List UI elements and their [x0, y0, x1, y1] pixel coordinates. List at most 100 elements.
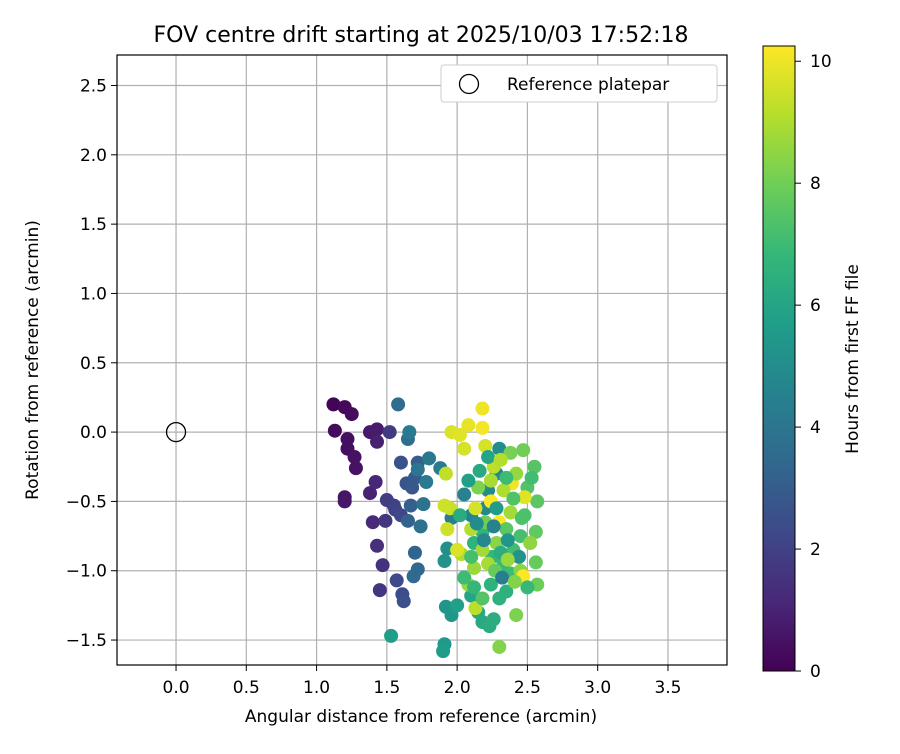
data-point — [513, 529, 528, 544]
y-tick-label: −0.5 — [66, 492, 107, 512]
y-tick-label: −1.0 — [66, 562, 107, 582]
data-point — [372, 583, 387, 598]
plot-area-frame — [116, 54, 728, 666]
data-point — [402, 425, 417, 440]
x-tick-label: 0.0 — [163, 678, 190, 698]
data-point — [493, 452, 508, 467]
data-point — [517, 490, 532, 505]
data-point — [468, 501, 483, 516]
data-point — [403, 498, 418, 513]
data-point — [524, 470, 539, 485]
data-point — [365, 515, 380, 530]
x-tick-label: 3.5 — [654, 678, 681, 698]
data-point — [452, 508, 467, 523]
x-tick-label: 0.5 — [233, 678, 260, 698]
data-point — [347, 450, 362, 465]
x-tick-label: 2.5 — [514, 678, 541, 698]
data-point — [419, 475, 434, 489]
data-point — [406, 569, 421, 584]
data-point — [461, 473, 476, 488]
data-point — [500, 533, 515, 548]
data-point — [384, 628, 399, 643]
data-point — [499, 522, 514, 537]
data-point — [389, 573, 404, 588]
data-point — [400, 513, 415, 528]
chart-title: FOV centre drift starting at 2025/10/03 … — [154, 23, 689, 48]
data-point — [475, 401, 490, 416]
data-point — [500, 552, 515, 567]
data-point — [471, 480, 486, 495]
y-tick-label: 1.0 — [80, 284, 107, 304]
data-point — [440, 522, 455, 537]
colorbar-tick-label: 2 — [810, 540, 821, 560]
data-point — [337, 494, 352, 509]
colorbar-tick-label: 10 — [810, 52, 832, 72]
data-point — [375, 558, 390, 573]
y-tick-label: 0.0 — [80, 423, 107, 443]
data-point — [486, 519, 501, 534]
data-point — [413, 519, 428, 534]
grid-lines — [117, 55, 727, 665]
y-tick-label: 1.5 — [80, 215, 107, 235]
data-point — [370, 422, 385, 437]
data-point — [511, 549, 526, 564]
data-point — [457, 487, 472, 502]
data-point — [481, 450, 496, 465]
colorbar-gradient — [762, 45, 796, 672]
data-point — [523, 536, 538, 550]
data-point — [486, 612, 501, 627]
y-tick-label: 0.5 — [80, 354, 107, 374]
data-point — [472, 463, 487, 478]
legend-box — [440, 64, 718, 103]
data-point — [489, 501, 504, 516]
data-point — [496, 483, 511, 498]
y-tick-label: −1.5 — [66, 631, 107, 651]
x-axis-label: Angular distance from reference (arcmin) — [245, 707, 597, 727]
legend-label: Reference platepar — [507, 75, 669, 95]
data-point — [436, 644, 451, 659]
data-point — [368, 475, 383, 489]
data-point — [528, 555, 543, 570]
y-tick-label: 2.5 — [80, 77, 107, 97]
data-point — [370, 538, 385, 553]
data-point — [475, 420, 490, 435]
data-point — [528, 524, 543, 539]
data-point — [438, 466, 453, 481]
data-point — [468, 601, 483, 616]
legend: Reference platepar — [440, 64, 718, 103]
data-point — [437, 554, 452, 569]
data-points — [326, 397, 545, 659]
data-point — [499, 584, 514, 599]
data-point — [514, 511, 529, 526]
colorbar: 0 2 4 6 8 10 Hours from first FF file — [762, 45, 863, 682]
data-point — [450, 542, 465, 557]
data-point — [370, 434, 385, 449]
reference-platepar-marker — [165, 421, 187, 443]
data-point — [457, 441, 472, 456]
data-point — [410, 462, 425, 477]
data-point — [450, 598, 465, 613]
data-point — [461, 418, 476, 433]
data-point — [478, 438, 493, 453]
data-point — [422, 451, 437, 466]
data-point — [326, 397, 341, 412]
data-point — [507, 574, 522, 589]
data-point — [416, 497, 431, 512]
data-point — [378, 513, 393, 528]
data-point — [407, 545, 422, 560]
x-tick-label: 3.0 — [584, 678, 611, 698]
data-point — [467, 560, 482, 575]
colorbar-tick-label: 6 — [810, 296, 821, 316]
data-point — [509, 608, 524, 623]
data-point — [344, 407, 359, 422]
data-point — [492, 639, 507, 654]
colorbar-label: Hours from first FF file — [843, 264, 863, 454]
data-point — [457, 570, 472, 585]
x-tick-label: 1.5 — [373, 678, 400, 698]
colorbar-tick-label: 4 — [810, 418, 821, 438]
data-point — [516, 443, 531, 458]
x-tick-label: 2.0 — [444, 678, 471, 698]
data-point — [362, 486, 377, 501]
colorbar-ticks: 0 2 4 6 8 10 — [795, 52, 832, 682]
